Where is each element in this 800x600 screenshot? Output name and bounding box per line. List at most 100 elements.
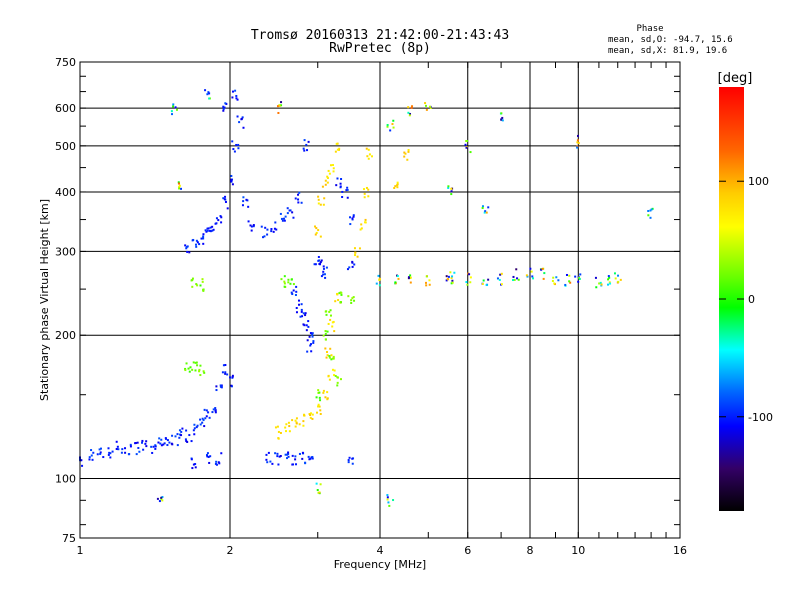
data-point [205,454,208,457]
data-point [218,462,221,465]
data-point [208,97,211,100]
data-point [202,419,205,422]
data-point [450,187,453,190]
data-point [283,285,286,288]
data-point [309,332,312,335]
data-point [195,245,198,248]
data-point [283,282,286,285]
data-point [205,409,208,412]
data-point [305,143,308,146]
data-point [367,188,370,191]
data-point [396,275,399,278]
data-point [195,361,198,364]
data-point [319,409,322,412]
data-point [363,192,366,195]
data-point [324,310,327,313]
data-point [447,275,450,278]
data-point [647,209,650,212]
y-tick-label: 750 [55,56,76,69]
data-point [96,453,99,456]
data-point [230,180,233,183]
data-point [353,247,356,250]
data-point [276,425,279,428]
data-point [396,186,399,189]
data-point [301,451,304,454]
data-point [219,215,222,218]
data-point [230,174,233,177]
data-point [409,112,412,115]
data-point [249,224,252,227]
data-point [235,143,238,146]
data-point [271,462,274,465]
y-tick-label: 400 [55,186,76,199]
data-point [304,462,307,465]
data-point [367,148,370,151]
data-point [315,396,318,399]
data-point [222,107,225,110]
data-point [487,278,490,281]
data-point [274,426,277,429]
data-point [211,229,214,232]
data-point [481,282,484,285]
data-point [201,278,204,281]
data-point [99,447,102,450]
data-point [515,268,518,271]
data-point [333,330,336,333]
data-point [353,299,356,302]
data-point [447,185,450,188]
data-point [279,212,282,215]
data-point [331,321,334,324]
data-point [90,449,93,452]
data-point [450,282,453,285]
data-point [348,456,351,459]
data-point [326,351,329,354]
data-point [137,446,140,449]
data-point [324,332,327,335]
data-point [157,441,160,444]
data-point [207,456,210,459]
data-point [176,444,179,447]
data-point [205,230,208,233]
data-point [217,219,220,222]
data-point [325,266,328,269]
data-point [308,413,311,416]
data-point [195,426,198,429]
data-point [308,335,311,338]
data-point [332,167,335,170]
data-point [232,148,235,151]
data-point [292,289,295,292]
data-point [180,187,183,190]
y-tick-label: 300 [55,245,76,258]
data-point [345,189,348,192]
data-point [346,188,349,191]
data-point [290,291,293,294]
data-point [247,205,250,208]
data-point [289,282,292,285]
data-point [310,343,313,346]
data-point [208,92,211,95]
x-tick-label: 6 [464,544,471,557]
data-point [299,315,302,318]
data-point [277,111,280,114]
data-point [185,362,188,365]
data-point [212,408,215,411]
data-point [277,105,280,108]
data-point [331,368,334,371]
data-point [190,458,193,461]
data-point [175,108,178,111]
data-point [280,278,283,281]
data-point [192,429,195,432]
data-point [428,279,431,282]
data-point [223,106,226,109]
data-point [191,467,194,470]
data-point [598,282,601,285]
axis-ticks: 1 2 4 6 8 10 16 75 100 200 300 400 500 600 750 [55,56,687,557]
data-point [301,315,304,318]
data-point [541,267,544,270]
data-point [198,368,201,371]
data-point [302,312,305,315]
data-point [180,434,183,437]
data-point [512,275,515,278]
data-point [287,421,290,424]
data-point [277,463,280,466]
